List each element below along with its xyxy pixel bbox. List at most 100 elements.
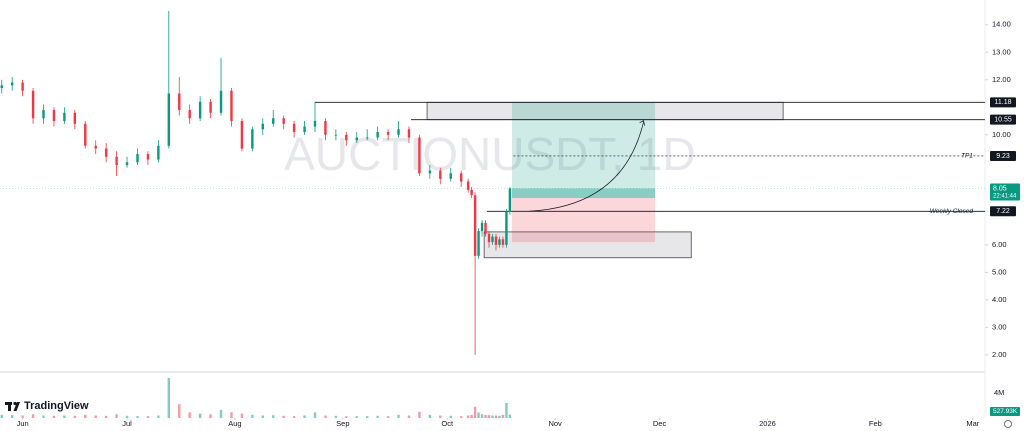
candle-body [470, 189, 473, 196]
y-tick-label: 3.00 [992, 322, 1007, 331]
x-tick-label: Mar [966, 419, 979, 428]
candle-body [324, 121, 327, 135]
position-loss [511, 198, 656, 243]
logo-icon [8, 402, 11, 411]
y-tick-label: 2.00 [992, 350, 1007, 359]
volume-bar [31, 414, 35, 418]
candle-body [418, 137, 421, 174]
volume-bar [0, 414, 3, 418]
candle-body [157, 145, 160, 160]
logo-icon [13, 401, 17, 406]
volume-bar [21, 415, 24, 418]
candle-body [428, 170, 432, 174]
volume-bar [42, 415, 45, 418]
arrow-head [639, 120, 645, 126]
settings-icon[interactable] [1004, 420, 1012, 428]
x-tick-label: Aug [228, 419, 241, 428]
logo: TradingView [5, 400, 89, 412]
candle-body [491, 236, 494, 243]
candle-body [31, 90, 35, 119]
volume-bar [136, 416, 139, 418]
volume-bar [115, 414, 118, 418]
candle-body [209, 101, 212, 113]
candle-body [146, 154, 150, 160]
volume-bar [477, 412, 480, 418]
candle-body [480, 222, 484, 232]
volume-bar [282, 415, 285, 418]
x-tick-label: 2026 [759, 419, 776, 428]
volume-bar [345, 416, 348, 418]
volume-bar [52, 415, 56, 418]
y-tick-label: 5.00 [992, 267, 1007, 276]
volume-bar [376, 415, 379, 418]
candle-body [42, 110, 45, 119]
level-label: TP1 [961, 153, 973, 160]
candle-body [136, 154, 139, 163]
volume-bar [505, 403, 508, 418]
volume-bar [407, 415, 411, 418]
candle-body [397, 129, 400, 135]
candle-body [334, 134, 338, 136]
x-tick-label: Nov [548, 419, 562, 428]
candle-body [178, 93, 181, 111]
volume-bar [146, 416, 150, 418]
candle-body [188, 110, 191, 119]
candle-body [355, 137, 358, 141]
volume-bar [439, 415, 442, 418]
candle-body [240, 121, 244, 149]
volume-bar [303, 415, 306, 418]
volume-bar [470, 414, 473, 418]
volume-tick-label: 4M [994, 388, 1004, 397]
x-tick-label: Jun [17, 419, 29, 428]
volume-bar [498, 415, 501, 418]
candle-body [386, 132, 390, 135]
candle-body [477, 231, 480, 256]
price-tag [990, 150, 1016, 161]
candle-body [125, 162, 129, 166]
candle-body [94, 145, 97, 149]
volume-bar [104, 415, 108, 418]
candle-body [282, 118, 285, 124]
price-tag [990, 97, 1016, 108]
volume-bar [313, 412, 317, 418]
volume-bar [494, 415, 498, 418]
volume-bar [261, 415, 264, 418]
volume-bar [10, 415, 14, 418]
candle-body [449, 173, 452, 179]
volume-bar [84, 414, 87, 418]
price-tag [990, 114, 1016, 125]
volume-bar [157, 415, 160, 418]
volume-bar [473, 406, 477, 418]
volume-bar [334, 415, 338, 418]
x-tick-label: Jul [122, 419, 132, 428]
candle-body [466, 181, 470, 190]
price-tag-label: 7.22 [996, 208, 1010, 215]
arrow [529, 121, 644, 212]
candle-body [487, 233, 491, 243]
volume-bar [125, 415, 129, 418]
volume-bar [178, 404, 181, 418]
candle-body [501, 239, 505, 245]
volume-bar [508, 414, 512, 418]
candle-body [230, 90, 233, 122]
volume-bar [484, 414, 487, 418]
volume-bar [230, 412, 233, 418]
volume-bar [418, 411, 421, 418]
y-tick-label: 10.00 [992, 130, 1011, 139]
volume-tag [990, 407, 1020, 416]
watermark: AUCTIONUSDT, 1D [284, 128, 695, 180]
candle-body [251, 129, 254, 149]
volume-bar [94, 415, 97, 418]
volume-bar [491, 415, 494, 418]
volume-bar [188, 412, 191, 418]
candle-body [376, 132, 379, 138]
y-tick-label: 4.00 [992, 295, 1007, 304]
volume-bar [198, 413, 202, 418]
candle-body [313, 121, 317, 127]
price-tag-label: 11.18 [995, 99, 1012, 106]
volume-bar [480, 414, 484, 418]
candle-body [84, 123, 87, 146]
x-tick-label: Sep [336, 419, 349, 428]
